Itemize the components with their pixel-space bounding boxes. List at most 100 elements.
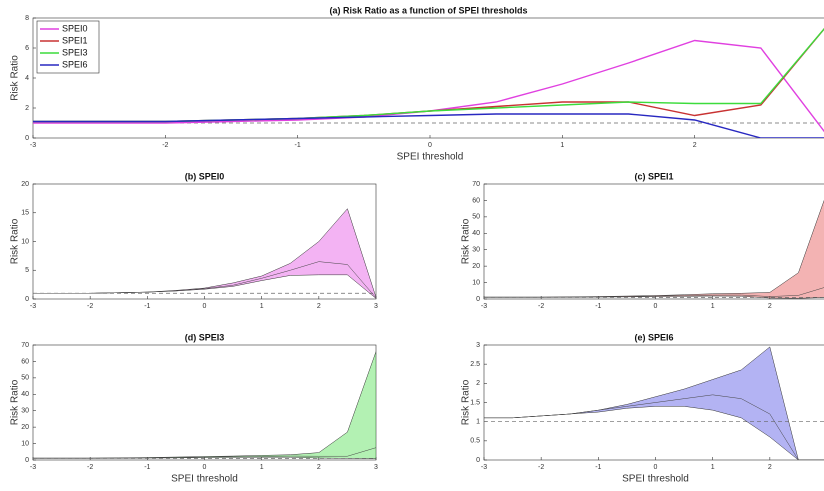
y-tick-label: 50 [472,214,480,221]
plot-area [32,344,377,461]
x-tick-label: 3 [374,303,378,310]
y-tick-label: 40 [21,391,29,398]
y-tick-label: 30 [21,408,29,415]
y-tick-label: 2 [25,105,29,112]
median-line [484,394,824,460]
plot-content [484,199,824,299]
y-tick-label: 50 [21,375,29,382]
y-tick-label: 0 [25,135,29,142]
plot-content [484,346,824,460]
confidence-band [484,346,824,460]
x-tick-label: -2 [87,303,93,310]
y-tick-label: 2.5 [470,361,480,368]
plot-area [32,17,824,139]
x-tick-label: -1 [595,464,601,471]
y-axis-label: Risk Ratio [461,218,472,264]
legend-label: SPEI3 [62,47,88,57]
x-tick-label: -1 [295,142,301,149]
confidence-band [33,351,376,459]
y-tick-label: 10 [21,238,29,245]
y-tick-label: 0 [25,296,29,303]
y-tick-label: 1.5 [470,399,480,406]
y-axis-label: Risk Ratio [10,55,21,101]
x-tick-label: 1 [560,142,564,149]
y-tick-label: 0 [476,296,480,303]
x-axis-label: SPEI threshold [171,474,238,485]
plot-content [33,351,376,459]
x-tick-label: 1 [711,464,715,471]
y-tick-label: 20 [21,424,29,431]
x-tick-label: 2 [317,303,321,310]
x-tick-label: -2 [162,142,168,149]
chart-title: (e) SPEI6 [634,332,673,342]
plot-content [33,27,824,138]
y-tick-label: 10 [21,440,29,447]
x-axis-label: SPEI threshold [622,474,689,485]
series-line [33,113,824,138]
y-tick-label: 5 [25,267,29,274]
x-tick-label: 1 [260,303,264,310]
y-axis-label: Risk Ratio [10,218,21,264]
x-tick-label: 0 [654,303,658,310]
y-tick-label: 15 [21,210,29,217]
y-tick-label: 20 [21,181,29,188]
x-tick-label: 2 [693,142,697,149]
x-tick-label: 2 [768,464,772,471]
chart-title: (a) Risk Ratio as a function of SPEI thr… [329,5,527,15]
x-tick-label: -2 [538,464,544,471]
chart-title: (b) SPEI0 [185,171,225,181]
y-tick-label: 60 [21,358,29,365]
panel: -3-2-1012302468(a) Risk Ratio as a funct… [10,5,824,163]
x-tick-label: 3 [374,464,378,471]
x-tick-label: -3 [30,303,36,310]
legend-label: SPEI0 [62,23,88,33]
x-tick-label: 1 [711,303,715,310]
plot-content [33,208,376,299]
y-tick-label: 8 [25,15,29,22]
x-axis-label: SPEI threshold [397,152,464,163]
legend-label: SPEI1 [62,35,88,45]
x-tick-label: -3 [30,464,36,471]
x-tick-label: 0 [203,464,207,471]
x-tick-label: -2 [538,303,544,310]
y-tick-label: 0.5 [470,438,480,445]
x-tick-label: 2 [768,303,772,310]
x-tick-label: 0 [203,303,207,310]
x-tick-label: -3 [481,464,487,471]
y-axis-label: Risk Ratio [461,379,472,425]
x-tick-label: -1 [144,464,150,471]
y-tick-label: 1 [476,419,480,426]
y-tick-label: 60 [472,197,480,204]
chart-title: (c) SPEI1 [634,171,673,181]
confidence-band [484,200,824,299]
x-tick-label: -3 [30,142,36,149]
panel: -3 -2 -1 0 1 2 3 0 5 10 15 20 (b) SPEI0 Risk Ratio [10,171,378,309]
x-tick-label: -1 [595,303,601,310]
y-axis-label: Risk Ratio [10,379,21,425]
x-tick-label: 1 [260,464,264,471]
x-tick-label: 2 [317,464,321,471]
y-tick-label: 3 [476,342,480,349]
legend-label: SPEI6 [62,59,88,69]
y-tick-label: 6 [25,45,29,52]
x-tick-label: -2 [87,464,93,471]
y-tick-label: 0 [25,457,29,464]
y-tick-label: 0 [476,457,480,464]
y-tick-label: 20 [472,263,480,270]
y-tick-label: 30 [472,247,480,254]
y-tick-label: 40 [472,230,480,237]
y-tick-label: 4 [25,75,29,82]
confidence-band [33,208,376,299]
x-tick-label: -3 [481,303,487,310]
x-tick-label: 0 [654,464,658,471]
x-tick-label: -1 [144,303,150,310]
y-tick-label: 70 [472,181,480,188]
y-tick-label: 70 [21,342,29,349]
x-tick-label: 0 [428,142,432,149]
plot-area [483,183,824,300]
